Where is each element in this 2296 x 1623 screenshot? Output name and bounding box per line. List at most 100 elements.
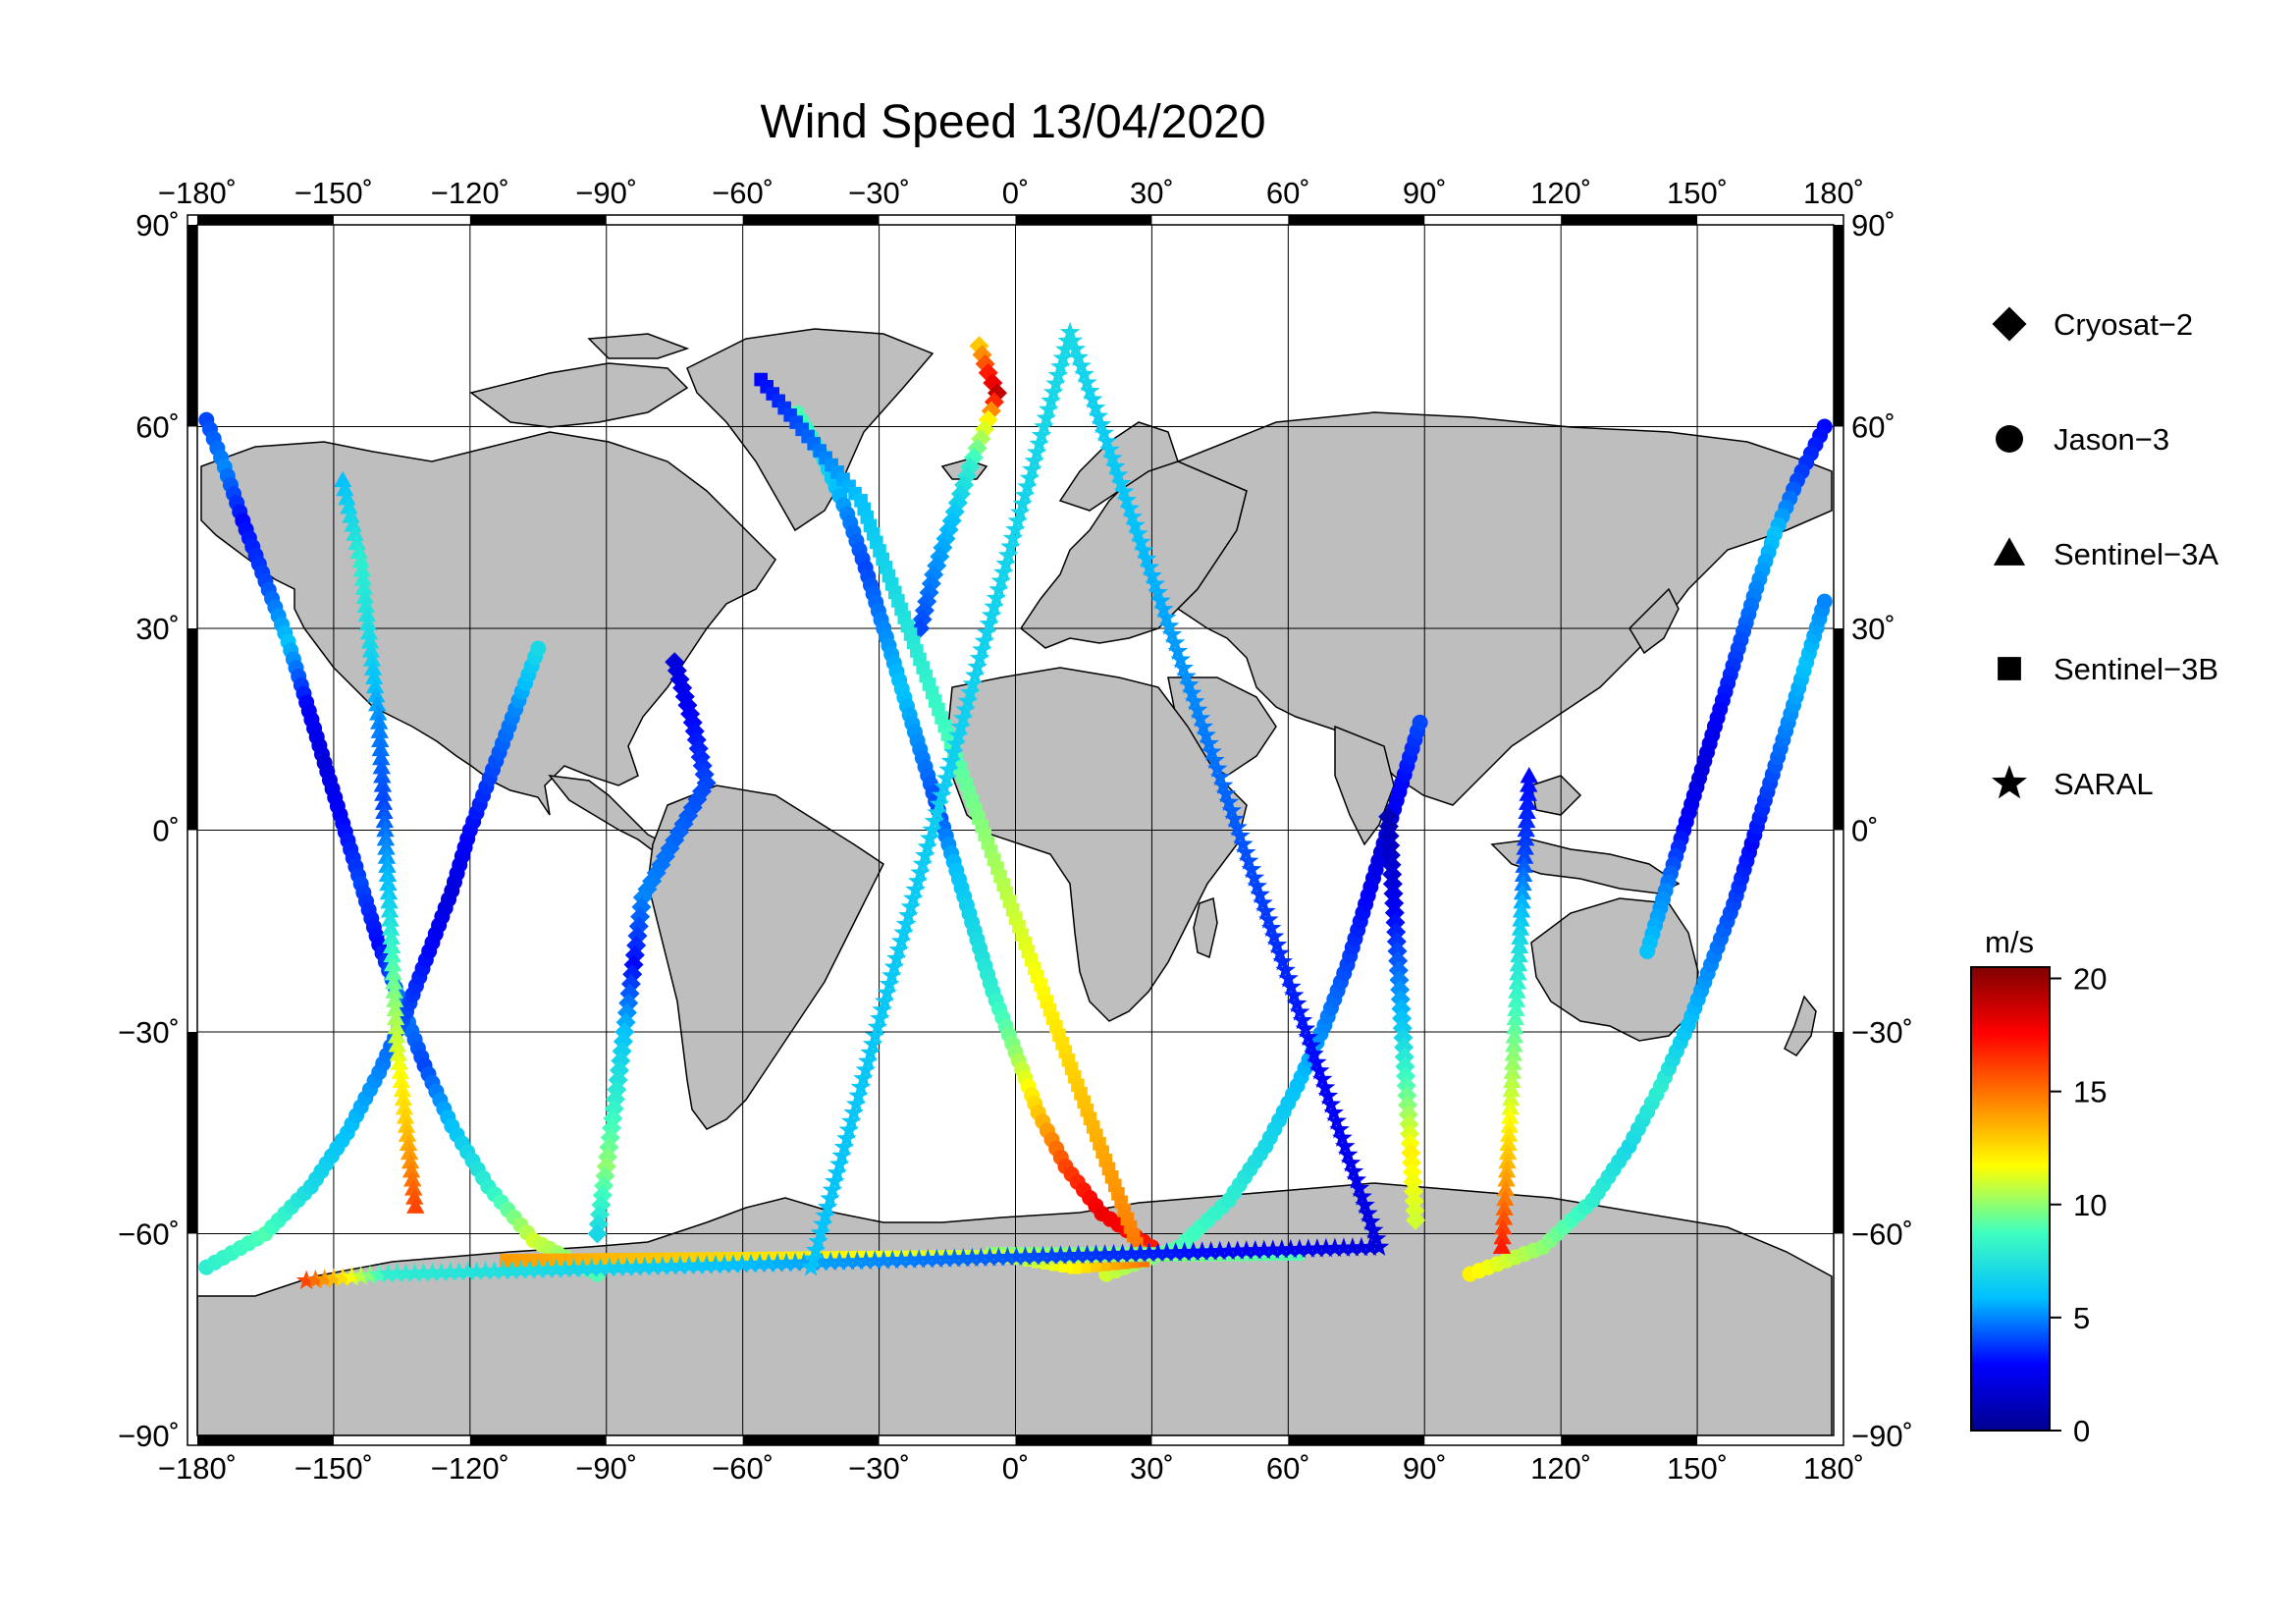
track-point bbox=[1012, 493, 1033, 514]
track-point bbox=[1361, 1211, 1381, 1231]
track-point bbox=[1009, 502, 1031, 521]
lat-tick-label-left: 30˚ bbox=[135, 612, 180, 646]
track-point bbox=[1006, 1246, 1027, 1266]
track-point bbox=[1496, 1189, 1515, 1207]
track-point bbox=[1190, 707, 1211, 728]
track-point bbox=[1041, 1245, 1062, 1265]
lon-tick-label-bottom: 90˚ bbox=[1403, 1451, 1447, 1486]
track-circle bbox=[1639, 418, 1833, 959]
track-point bbox=[952, 707, 974, 728]
track-point bbox=[1289, 1238, 1310, 1259]
track-point bbox=[352, 561, 371, 577]
lon-tick-label-bottom: −30˚ bbox=[848, 1451, 910, 1486]
track-point bbox=[1412, 714, 1428, 730]
track-point bbox=[962, 673, 984, 693]
satellite-legend: Cryosat−2 Jason−3 Sentinel−3A Sentinel−3B SA… bbox=[1992, 306, 2218, 801]
lon-tick-label-top: 90˚ bbox=[1403, 176, 1447, 210]
track-point bbox=[960, 681, 981, 702]
track-point bbox=[387, 1017, 405, 1035]
track-point bbox=[1519, 793, 1537, 810]
track-point bbox=[1639, 943, 1656, 959]
track-point bbox=[1015, 1246, 1036, 1266]
track-point bbox=[390, 1054, 409, 1070]
track-point bbox=[374, 784, 393, 801]
track-point bbox=[1504, 1045, 1523, 1061]
colorbar-tick-label: 15 bbox=[2073, 1075, 2107, 1109]
track-point bbox=[938, 759, 959, 779]
track-point bbox=[1349, 1177, 1369, 1198]
track-point bbox=[855, 1250, 877, 1271]
track-point bbox=[449, 1261, 469, 1281]
track-point bbox=[1187, 699, 1208, 719]
track-point bbox=[883, 956, 905, 976]
track-point bbox=[910, 862, 931, 882]
track-triangle bbox=[1492, 767, 1538, 1254]
track-point bbox=[812, 1214, 833, 1233]
lon-tick-label-bottom: 0˚ bbox=[1002, 1451, 1030, 1486]
track-point bbox=[1329, 1118, 1350, 1139]
track-point bbox=[405, 1188, 424, 1205]
track-point bbox=[997, 1246, 1018, 1267]
track-point bbox=[1241, 858, 1262, 879]
track-point bbox=[1262, 1239, 1284, 1259]
track-point bbox=[1167, 640, 1189, 661]
track-point bbox=[359, 1265, 381, 1284]
track-point bbox=[1193, 716, 1214, 736]
track-point bbox=[899, 1249, 921, 1269]
track-point bbox=[1352, 1186, 1372, 1206]
track-point bbox=[1002, 527, 1024, 547]
track-point bbox=[359, 622, 379, 640]
track-point bbox=[1286, 993, 1308, 1013]
land-south-america bbox=[647, 784, 884, 1130]
track-point bbox=[1150, 590, 1171, 610]
track-point bbox=[918, 1248, 938, 1269]
track-point bbox=[944, 1248, 965, 1268]
track-point bbox=[879, 973, 900, 994]
track-point bbox=[378, 865, 398, 882]
track-point bbox=[572, 1258, 594, 1277]
track-point bbox=[1033, 1245, 1053, 1266]
lon-tick-label-top: −90˚ bbox=[575, 176, 637, 210]
track-point bbox=[393, 1080, 412, 1098]
track-point bbox=[974, 630, 995, 650]
track-point bbox=[841, 1110, 862, 1130]
track-point bbox=[1514, 874, 1532, 892]
track-point bbox=[1250, 884, 1270, 903]
track-point bbox=[1510, 937, 1529, 954]
track-point bbox=[895, 913, 917, 934]
track-point bbox=[377, 847, 397, 864]
track-point bbox=[555, 1258, 576, 1278]
track-point bbox=[371, 730, 390, 747]
track-point bbox=[1501, 1099, 1520, 1115]
track-point bbox=[1034, 415, 1054, 436]
track-point bbox=[828, 1251, 850, 1271]
track-point bbox=[1510, 946, 1528, 963]
track-point bbox=[1139, 1242, 1159, 1263]
track-point bbox=[1255, 900, 1276, 921]
track-point bbox=[1007, 510, 1029, 530]
track-point bbox=[380, 892, 399, 909]
track-point bbox=[376, 820, 395, 838]
track-point bbox=[365, 676, 385, 694]
track-point bbox=[1091, 413, 1112, 434]
circle-icon bbox=[1996, 425, 2023, 453]
track-point bbox=[1505, 1036, 1523, 1053]
track-point bbox=[1119, 498, 1141, 517]
track-point bbox=[1519, 784, 1537, 801]
track-point bbox=[1492, 1237, 1512, 1254]
track-point bbox=[1368, 1236, 1390, 1256]
track-circle bbox=[1462, 593, 1833, 1282]
track-point bbox=[1271, 1239, 1293, 1259]
track-point bbox=[1110, 472, 1132, 493]
frame-bar-right bbox=[1834, 1032, 1843, 1234]
colorbar-tick-label: 5 bbox=[2073, 1301, 2090, 1335]
track-point bbox=[890, 931, 912, 950]
track-point bbox=[385, 982, 403, 999]
track-point bbox=[364, 668, 384, 685]
track-point bbox=[827, 1162, 848, 1182]
track-point bbox=[1326, 1110, 1347, 1130]
track-point bbox=[1304, 1043, 1324, 1063]
track-point bbox=[349, 542, 368, 560]
track-point bbox=[546, 1259, 567, 1278]
track-point bbox=[387, 1008, 405, 1026]
